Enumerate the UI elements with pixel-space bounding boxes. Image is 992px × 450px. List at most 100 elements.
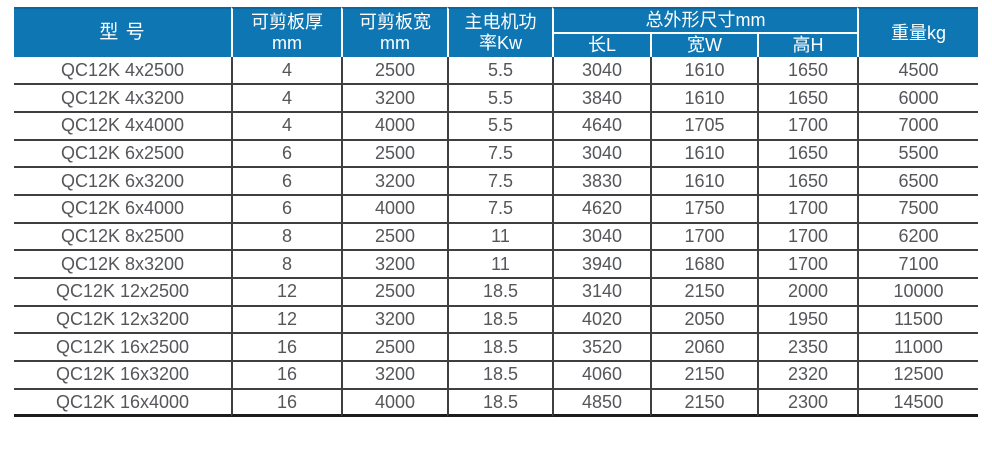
table-cell: 3520 — [552, 334, 650, 363]
table-header: 型 号 可剪板厚 mm 可剪板宽 mm 主电机功 率Kw 总外形尺寸mm 重量k… — [14, 7, 979, 58]
table-cell: 2500 — [341, 334, 447, 363]
table-cell: 5500 — [857, 140, 979, 169]
table-cell: 4000 — [341, 112, 447, 141]
table-cell: 18.5 — [447, 278, 552, 307]
table-cell: 2300 — [757, 389, 858, 418]
table-row: QC12K 4x4000 4 4000 5.5 4640 1705 1700 7000 — [14, 112, 979, 141]
column-header-motor-power-line1: 主电机功 — [464, 12, 537, 32]
table-cell: 4000 — [341, 195, 447, 224]
table-cell: 4060 — [552, 362, 650, 390]
table-cell: 2050 — [650, 306, 757, 335]
table-cell: 1650 — [757, 140, 858, 169]
table-cell: 18.5 — [447, 334, 552, 363]
table-cell: 4620 — [552, 195, 650, 224]
table-cell: 1700 — [650, 223, 757, 252]
model-cell: QC12K 16x4000 — [14, 389, 231, 418]
table-cell: 6 — [231, 140, 341, 169]
table-cell: 18.5 — [447, 362, 552, 390]
table-cell: 2150 — [650, 362, 757, 390]
table-cell: 2150 — [650, 389, 757, 418]
table-cell: 3200 — [341, 168, 447, 196]
table-cell: 1650 — [757, 168, 858, 196]
table-row: QC12K 8x3200 8 3200 11 3940 1680 1700 7100 — [14, 251, 979, 279]
table-cell: 1700 — [757, 223, 858, 252]
table-cell: 3040 — [552, 223, 650, 252]
column-header-overall-dimensions: 总外形尺寸mm — [552, 7, 858, 33]
table-cell: 6000 — [857, 85, 979, 113]
table-cell: 5.5 — [447, 112, 552, 141]
table-cell: 1750 — [650, 195, 757, 224]
table-cell: 5.5 — [447, 85, 552, 113]
model-cell: QC12K 12x3200 — [14, 306, 231, 335]
table-cell: 11500 — [857, 306, 979, 335]
column-header-length: 长L — [552, 32, 650, 58]
table-cell: 1650 — [757, 57, 858, 86]
table-cell: 7.5 — [447, 168, 552, 196]
table-cell: 1950 — [757, 306, 858, 335]
table-cell: 3200 — [341, 362, 447, 390]
table-cell: 4850 — [552, 389, 650, 418]
model-cell: QC12K 8x2500 — [14, 223, 231, 252]
table-cell: 18.5 — [447, 306, 552, 335]
column-header-height: 高H — [757, 32, 858, 58]
table-cell: 11 — [447, 251, 552, 279]
column-header-cut-thickness: 可剪板厚 mm — [231, 7, 341, 58]
table-cell: 7.5 — [447, 195, 552, 224]
table-cell: 3940 — [552, 251, 650, 279]
table-cell: 12 — [231, 306, 341, 335]
table-cell: 4500 — [857, 57, 979, 86]
table-cell: 1610 — [650, 140, 757, 169]
table-cell: 2500 — [341, 223, 447, 252]
table-row: QC12K 8x2500 8 2500 11 3040 1700 1700 6200 — [14, 223, 979, 252]
table-cell: 4 — [231, 85, 341, 113]
model-cell: QC12K 8x3200 — [14, 251, 231, 279]
table-cell: 7.5 — [447, 140, 552, 169]
model-cell: QC12K 6x2500 — [14, 140, 231, 169]
table-cell: 1700 — [757, 251, 858, 279]
model-cell: QC12K 16x3200 — [14, 362, 231, 390]
table-cell: 7500 — [857, 195, 979, 224]
table-cell: 2320 — [757, 362, 858, 390]
model-cell: QC12K 4x4000 — [14, 112, 231, 141]
table-cell: 6500 — [857, 168, 979, 196]
table-cell: 1700 — [757, 195, 858, 224]
table-cell: 2500 — [341, 140, 447, 169]
table-cell: 6 — [231, 168, 341, 196]
column-header-cut-thickness-unit: mm — [272, 33, 302, 54]
column-header-motor-power-line2: 率Kw — [478, 33, 522, 54]
table-cell: 4000 — [341, 389, 447, 418]
table-cell: 2060 — [650, 334, 757, 363]
table-cell: 2350 — [757, 334, 858, 363]
model-cell: QC12K 6x3200 — [14, 168, 231, 196]
table-cell: 3200 — [341, 85, 447, 113]
table-row: QC12K 12x3200 12 3200 18.5 4020 2050 1950 11500 — [14, 306, 979, 335]
table-cell: 3040 — [552, 57, 650, 86]
table-cell: 4 — [231, 57, 341, 86]
table-cell: 7100 — [857, 251, 979, 279]
table-body: QC12K 4x2500 4 2500 5.5 3040 1610 1650 4500 QC12… — [14, 57, 979, 418]
table-cell: 1700 — [757, 112, 858, 141]
table-cell: 1705 — [650, 112, 757, 141]
model-cell: QC12K 4x3200 — [14, 85, 231, 113]
table-cell: 2500 — [341, 278, 447, 307]
table-cell: 3830 — [552, 168, 650, 196]
table-cell: 1610 — [650, 85, 757, 113]
table-cell: 16 — [231, 389, 341, 418]
column-header-cut-width-label: 可剪板宽 — [359, 12, 431, 32]
table-cell: 6200 — [857, 223, 979, 252]
column-header-cut-thickness-label: 可剪板厚 — [251, 12, 323, 32]
table-cell: 2150 — [650, 278, 757, 307]
table-cell: 7000 — [857, 112, 979, 141]
column-header-motor-power: 主电机功 率Kw — [447, 7, 552, 58]
table-cell: 3140 — [552, 278, 650, 307]
table-cell: 2500 — [341, 57, 447, 86]
model-cell: QC12K 4x2500 — [14, 57, 231, 86]
table-row: QC12K 4x2500 4 2500 5.5 3040 1610 1650 4500 — [14, 57, 979, 86]
table-cell: 3200 — [341, 306, 447, 335]
model-cell: QC12K 6x4000 — [14, 195, 231, 224]
table-cell: 8 — [231, 251, 341, 279]
table-cell: 4 — [231, 112, 341, 141]
table-cell: 3040 — [552, 140, 650, 169]
column-header-cut-width: 可剪板宽 mm — [341, 7, 447, 58]
